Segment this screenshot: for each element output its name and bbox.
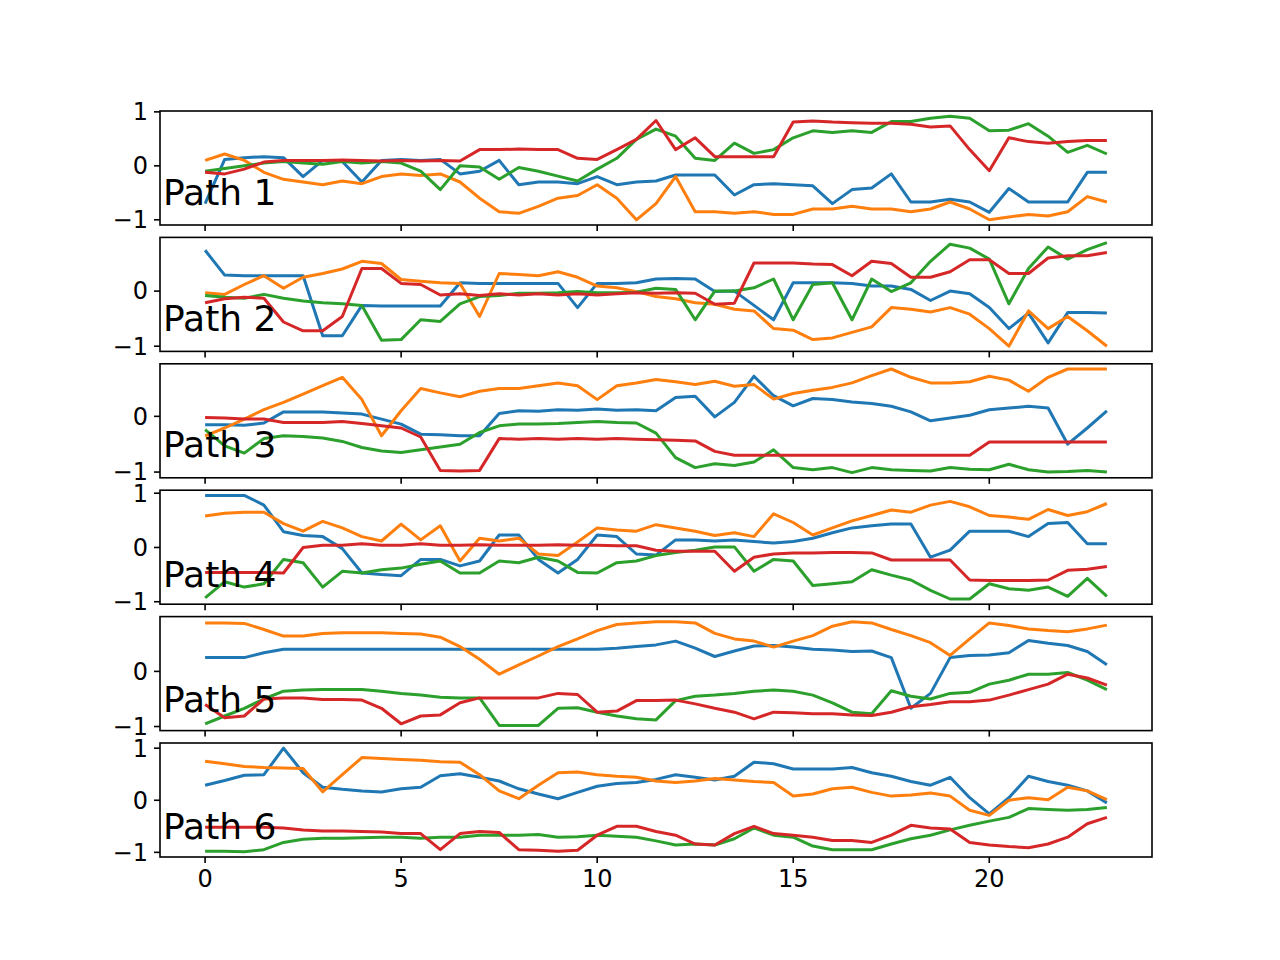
series-red [205,544,1107,581]
y-tick-label: 0 [133,658,148,686]
subplot-path-4: 1 0 −1 Path 4 [113,480,1152,617]
axes-spines [160,617,1152,731]
y-tick-label: −1 [113,333,148,361]
y-tick-label: 0 [133,152,148,180]
y-tick-label: −1 [113,588,148,616]
figure-canvas: 10−1Path 10−1Path 20−1Path 310−1Path 40−… [0,0,1280,960]
series-green [205,547,1107,599]
series-red [205,418,1107,471]
y-tick-label: −1 [113,206,148,234]
x-tick-label: 15 [778,865,809,893]
series-red [205,674,1107,724]
y-tick-label: 0 [133,403,148,431]
y-tick-label: 1 [133,98,148,126]
path-annotation: Path 2 [163,298,276,339]
series-orange [205,758,1107,816]
path-annotation: Path 1 [163,172,276,213]
series-red [205,253,1107,331]
series-green [205,243,1107,341]
x-tick-label: 0 [197,865,212,893]
series-green [205,421,1107,472]
y-tick-label: 1 [133,480,148,508]
x-tick-label: 20 [974,865,1005,893]
y-tick-label: 1 [133,735,148,763]
y-tick-label: 0 [133,534,148,562]
subplot-path-6: 0510152010−1Path 6 [113,735,1152,893]
path-annotation: Path 3 [163,424,276,465]
y-tick-label: 0 [133,277,148,305]
y-tick-label: −1 [113,839,148,867]
x-tick-label: 5 [393,865,408,893]
subplot-path-1: 1 0 −1 Path 1 [113,98,1152,234]
path-annotation: Path 6 [163,806,276,847]
path-annotation: Path 5 [163,679,276,720]
x-tick-label: 10 [582,865,613,893]
path-annotation: Path 4 [163,554,276,595]
matplotlib-figure: 10−1Path 10−1Path 20−1Path 310−1Path 40−… [0,0,1280,960]
series-orange [205,369,1107,436]
series-red [205,817,1107,851]
y-tick-label: 0 [133,787,148,815]
subplot-path-2: 0 −1 Path 2 [113,237,1152,360]
series-orange [205,154,1107,220]
subplot-path-5: 0−1Path 5 [113,617,1152,741]
subplot-path-3: 0−1Path 3 [113,364,1152,487]
